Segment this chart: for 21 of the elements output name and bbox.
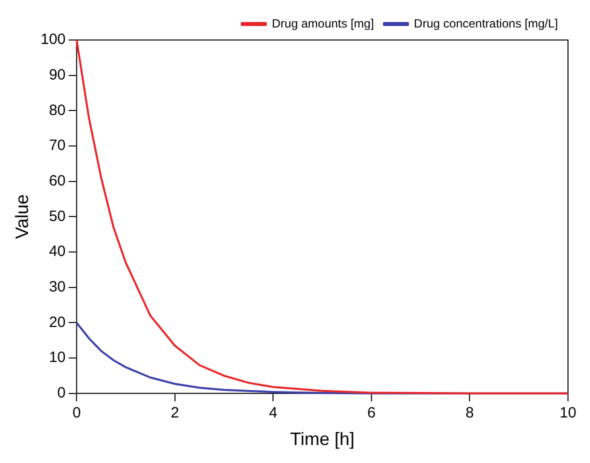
y-tick-label: 50 <box>48 208 66 225</box>
y-tick-label: 80 <box>48 102 66 119</box>
y-tick-label: 40 <box>48 243 66 260</box>
y-tick-label: 10 <box>48 349 66 366</box>
x-tick-label: 6 <box>367 404 376 422</box>
x-tick-label: 0 <box>72 404 81 422</box>
x-tick-label: 4 <box>269 404 278 422</box>
y-tick-label: 20 <box>48 314 66 331</box>
y-tick-label: 70 <box>48 137 66 154</box>
x-tick-label: 2 <box>170 404 180 422</box>
y-tick-label: 0 <box>57 384 66 402</box>
y-tick-label: 90 <box>48 66 66 84</box>
y-tick-label: 30 <box>48 278 66 296</box>
y-tick-label: 60 <box>48 172 66 190</box>
y-axis-title: Value <box>12 194 32 240</box>
legend-label: Drug concentrations [mg/L] <box>414 16 558 30</box>
legend-label: Drug amounts [mg] <box>272 16 374 30</box>
x-tick-label: 10 <box>560 404 576 422</box>
y-tick-label: 100 <box>40 31 66 48</box>
x-axis-title: Time [h] <box>290 429 354 450</box>
x-tick-label: 8 <box>466 404 474 422</box>
